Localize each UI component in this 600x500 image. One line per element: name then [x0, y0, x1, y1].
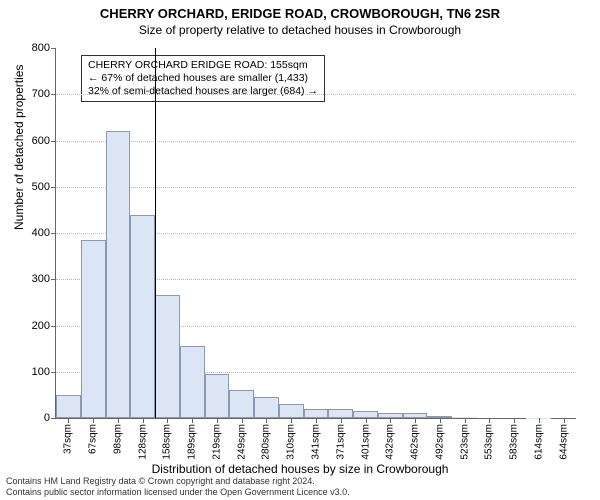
x-axis-label: Distribution of detached houses by size …	[0, 462, 600, 476]
x-tick-label: 614sqm	[533, 424, 544, 460]
y-axis-label: Number of detached properties	[12, 65, 26, 230]
x-tick-label: 492sqm	[434, 424, 445, 460]
x-tick-mark	[415, 418, 416, 423]
y-tick-mark	[51, 326, 56, 327]
x-tick-mark	[68, 418, 69, 423]
x-tick-label: 583sqm	[509, 424, 520, 460]
histogram-bar	[328, 409, 353, 418]
x-tick-label: 462sqm	[410, 424, 421, 460]
x-tick-label: 189sqm	[187, 424, 198, 460]
x-tick-mark	[366, 418, 367, 423]
gridline	[56, 94, 576, 95]
histogram-bar	[180, 346, 205, 418]
y-tick-mark	[51, 279, 56, 280]
x-tick-mark	[118, 418, 119, 423]
copyright-notice: Contains HM Land Registry data © Crown c…	[6, 476, 350, 497]
x-tick-label: 432sqm	[385, 424, 396, 460]
histogram-bar	[229, 390, 254, 418]
histogram-bar	[130, 215, 155, 419]
histogram-bar	[279, 404, 304, 418]
x-tick-label: 341sqm	[311, 424, 322, 460]
annotation-box: CHERRY ORCHARD ERIDGE ROAD: 155sqm ← 67%…	[81, 55, 325, 102]
y-tick-mark	[51, 233, 56, 234]
x-tick-mark	[390, 418, 391, 423]
x-tick-label: 219sqm	[211, 424, 222, 460]
x-tick-mark	[514, 418, 515, 423]
x-tick-label: 523sqm	[459, 424, 470, 460]
annotation-line-1: CHERRY ORCHARD ERIDGE ROAD: 155sqm	[88, 59, 318, 72]
x-tick-mark	[440, 418, 441, 423]
x-tick-label: 98sqm	[112, 424, 123, 454]
copyright-line-1: Contains HM Land Registry data © Crown c…	[6, 476, 350, 486]
x-tick-label: 158sqm	[162, 424, 173, 460]
x-tick-mark	[291, 418, 292, 423]
x-tick-label: 310sqm	[286, 424, 297, 460]
annotation-line-2: ← 67% of detached houses are smaller (1,…	[88, 72, 318, 85]
x-tick-mark	[192, 418, 193, 423]
x-tick-label: 37sqm	[63, 424, 74, 454]
x-tick-mark	[242, 418, 243, 423]
property-size-histogram: CHERRY ORCHARD, ERIDGE ROAD, CROWBOROUGH…	[0, 0, 600, 37]
x-tick-mark	[564, 418, 565, 423]
x-tick-mark	[266, 418, 267, 423]
property-size-marker	[155, 48, 156, 418]
x-tick-label: 371sqm	[335, 424, 346, 460]
y-tick-mark	[51, 48, 56, 49]
plot-area: CHERRY ORCHARD ERIDGE ROAD: 155sqm ← 67%…	[55, 48, 576, 419]
y-tick-mark	[51, 141, 56, 142]
copyright-line-2: Contains public sector information licen…	[6, 487, 350, 497]
x-tick-mark	[93, 418, 94, 423]
y-tick-mark	[51, 94, 56, 95]
x-tick-mark	[217, 418, 218, 423]
histogram-bar	[353, 411, 378, 418]
chart-main-title: CHERRY ORCHARD, ERIDGE ROAD, CROWBOROUGH…	[0, 6, 600, 21]
x-tick-mark	[539, 418, 540, 423]
histogram-bar	[205, 374, 230, 418]
histogram-bar	[155, 295, 180, 418]
gridline	[56, 141, 576, 142]
x-tick-label: 553sqm	[484, 424, 495, 460]
histogram-bar	[56, 395, 81, 418]
gridline	[56, 187, 576, 188]
histogram-bar	[81, 240, 106, 418]
x-tick-mark	[143, 418, 144, 423]
x-tick-label: 67sqm	[88, 424, 99, 454]
x-tick-label: 644sqm	[558, 424, 569, 460]
y-tick-mark	[51, 187, 56, 188]
annotation-line-3: 32% of semi-detached houses are larger (…	[88, 85, 318, 98]
x-tick-label: 280sqm	[261, 424, 272, 460]
histogram-bar	[254, 397, 279, 418]
x-tick-label: 401sqm	[360, 424, 371, 460]
x-tick-mark	[167, 418, 168, 423]
y-tick-mark	[51, 418, 56, 419]
x-tick-mark	[489, 418, 490, 423]
x-tick-mark	[341, 418, 342, 423]
x-tick-mark	[316, 418, 317, 423]
y-tick-mark	[51, 372, 56, 373]
histogram-bar	[304, 409, 329, 418]
x-tick-label: 249sqm	[236, 424, 247, 460]
x-tick-mark	[465, 418, 466, 423]
histogram-bar	[106, 131, 131, 418]
x-tick-label: 128sqm	[137, 424, 148, 460]
chart-sub-title: Size of property relative to detached ho…	[0, 23, 600, 37]
